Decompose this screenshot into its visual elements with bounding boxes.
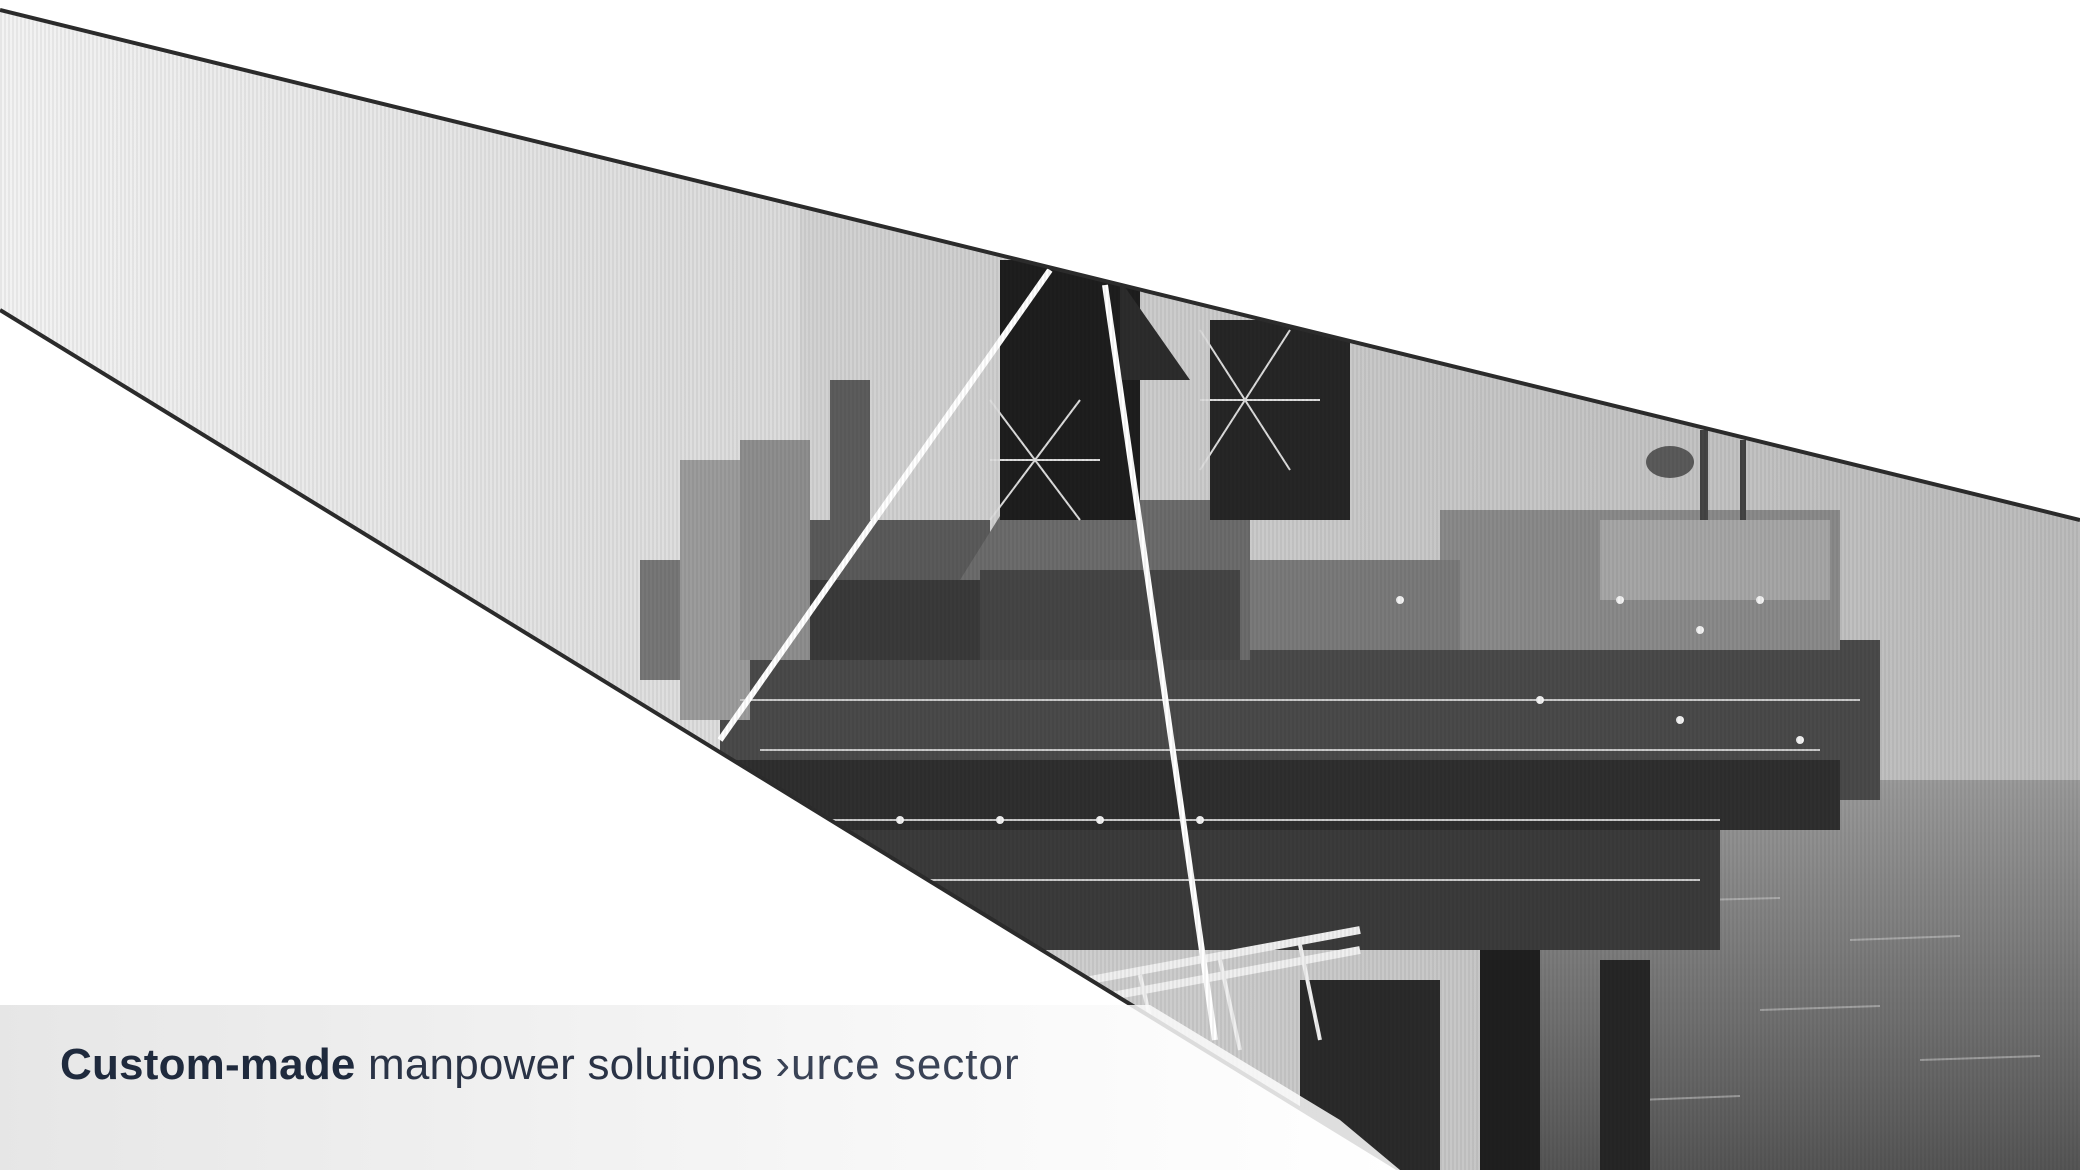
tagline-regular: manpower solutions: [355, 1040, 776, 1089]
tagline-bold: Custom-made: [60, 1040, 356, 1089]
caption-band: [0, 1005, 1400, 1170]
wedge-top-line: [0, 8, 2080, 522]
tagline-trailing: ›urce sector: [775, 1040, 1020, 1089]
tagline: Custom-made manpower solutions ›urce sec…: [60, 1040, 1020, 1090]
